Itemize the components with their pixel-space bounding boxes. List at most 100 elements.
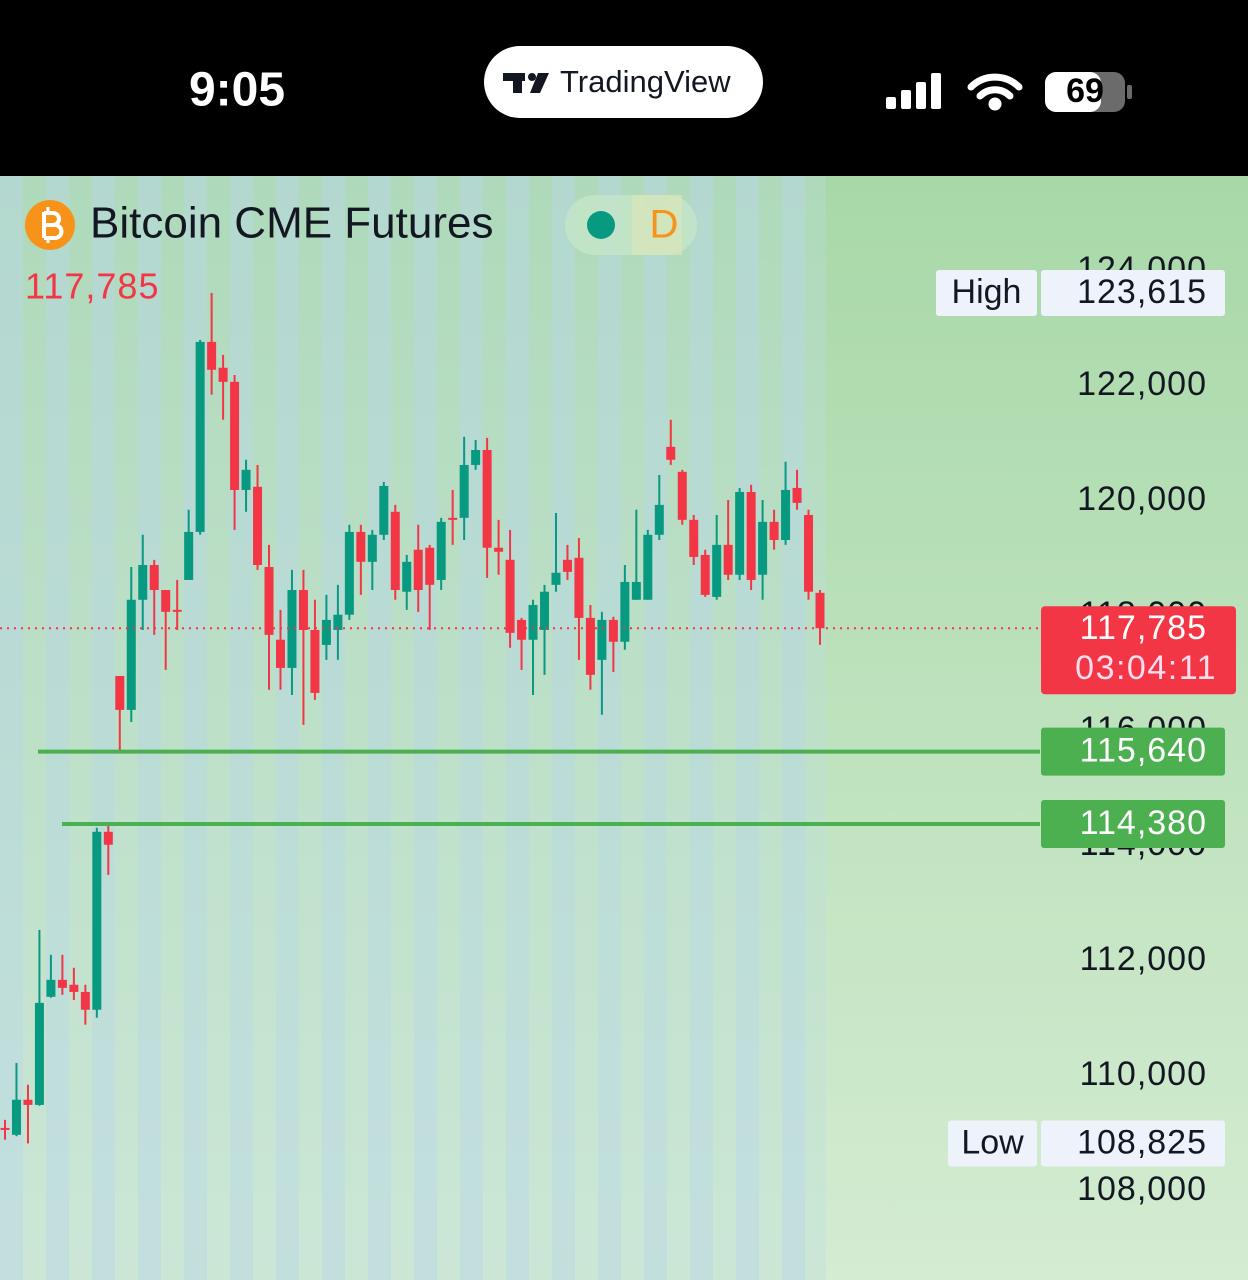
candle-body xyxy=(402,561,412,592)
candle-body xyxy=(264,567,274,635)
candle-body xyxy=(517,619,527,640)
candle-body xyxy=(436,521,446,580)
candle-body xyxy=(218,367,228,382)
app-pill[interactable] xyxy=(484,46,763,118)
y-tick-label: 108,000 xyxy=(1077,1170,1207,1208)
candle-body xyxy=(758,521,768,575)
candle-body xyxy=(80,991,90,1010)
candle-body xyxy=(126,599,136,710)
y-tick-label: 122,000 xyxy=(1077,365,1207,403)
candle-body xyxy=(11,1099,21,1135)
candle-body xyxy=(631,581,641,600)
candle-body xyxy=(723,544,733,575)
candle-body xyxy=(195,341,205,532)
market-open-dot xyxy=(587,211,615,239)
marker-value: 123,615 xyxy=(1077,273,1207,311)
level-tag xyxy=(1041,727,1225,776)
level-label: 115,640 xyxy=(1080,732,1207,770)
candle-body xyxy=(69,984,79,992)
candle-body xyxy=(608,619,618,642)
candle-body xyxy=(471,449,481,465)
candle-body xyxy=(207,341,217,370)
wifi-icon xyxy=(967,73,1023,111)
candle-body xyxy=(746,491,756,580)
candle-body xyxy=(505,559,515,633)
candle-body xyxy=(574,557,584,618)
candle-body xyxy=(321,619,331,645)
candle-body xyxy=(700,554,710,595)
candle-body xyxy=(643,534,653,600)
candle-body xyxy=(654,504,664,535)
y-tick-label: 112,000 xyxy=(1080,940,1207,978)
candle-body xyxy=(356,531,366,562)
candle-body xyxy=(379,485,389,535)
candle-body xyxy=(149,564,159,590)
candle-body xyxy=(46,979,56,997)
plot xyxy=(0,293,1040,1144)
candle-body xyxy=(585,617,595,675)
level-label: 114,380 xyxy=(1080,804,1207,842)
candle-body xyxy=(184,531,194,580)
candle-body xyxy=(540,591,550,630)
battery-percent: 69 xyxy=(1066,72,1104,110)
last-price-label: 117,785 xyxy=(1080,609,1207,647)
candle-body xyxy=(666,446,676,460)
marker-name-bg xyxy=(948,1120,1037,1167)
candle-body xyxy=(735,491,745,575)
marker-value-bg xyxy=(1041,1120,1225,1167)
candle-body xyxy=(0,1127,10,1130)
candle-body xyxy=(689,519,699,557)
y-tick-label: 120,000 xyxy=(1077,480,1207,518)
candle-body xyxy=(804,514,814,592)
candle-body xyxy=(781,489,791,540)
candle-body xyxy=(425,547,435,585)
y-tick-label: 110,000 xyxy=(1080,1055,1207,1093)
marker-value: 108,825 xyxy=(1077,1123,1207,1161)
candle-body xyxy=(815,592,825,629)
candle-body xyxy=(92,831,102,1010)
candle-body xyxy=(597,619,607,660)
candle-body xyxy=(34,1002,44,1105)
candle-body xyxy=(230,381,240,490)
candle-body xyxy=(241,469,251,490)
interval: D xyxy=(650,203,679,247)
candle-body xyxy=(172,609,182,612)
tv-logo xyxy=(503,73,549,93)
candle-body xyxy=(344,531,354,615)
candle-body xyxy=(103,831,113,845)
candle-body xyxy=(275,639,285,668)
candle-body xyxy=(333,614,343,630)
candle-body xyxy=(367,534,377,562)
candle-body xyxy=(310,629,320,693)
candle-body xyxy=(494,547,504,552)
candle-body xyxy=(562,559,572,572)
candle-body xyxy=(620,581,630,642)
candle-body xyxy=(551,572,561,585)
header-last-price: 117,785 xyxy=(25,266,159,307)
marker-name-bg xyxy=(936,270,1037,317)
marker-name: High xyxy=(952,273,1022,311)
marker-value-bg xyxy=(1041,270,1225,317)
candle-body xyxy=(792,487,802,503)
chart-title: Bitcoin CME Futures xyxy=(90,199,493,248)
last-price-tag xyxy=(1041,606,1236,695)
level-tag xyxy=(1041,800,1225,849)
candle-body xyxy=(57,979,67,988)
candle-body xyxy=(115,675,125,710)
candle-body xyxy=(138,564,148,600)
candle-body xyxy=(161,590,171,612)
candle-body xyxy=(459,464,469,518)
candle-body xyxy=(413,549,423,590)
candle-body xyxy=(448,517,458,520)
candle-body xyxy=(298,590,308,630)
candle-body xyxy=(253,486,263,565)
battery-cap xyxy=(1127,85,1132,99)
signal-icon xyxy=(886,73,941,109)
candle-body xyxy=(712,544,722,597)
candle-body xyxy=(23,1099,33,1105)
candle-body xyxy=(528,604,538,640)
battery-level xyxy=(1045,72,1101,112)
